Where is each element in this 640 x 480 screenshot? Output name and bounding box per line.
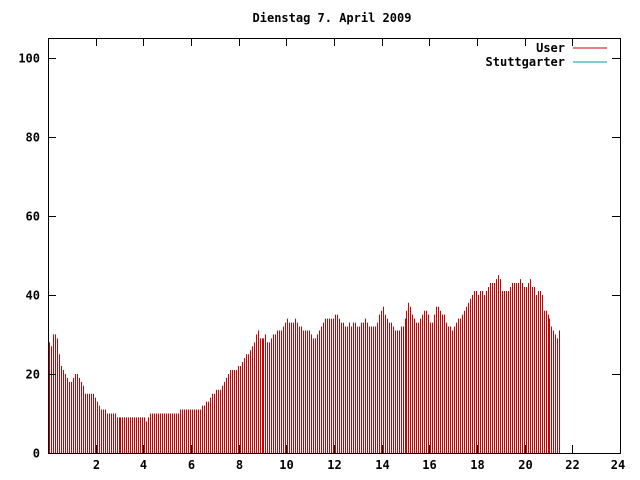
x-tick-label: 10 <box>279 458 293 472</box>
x-tick-label: 20 <box>518 458 532 472</box>
x-tick-label: 24 <box>611 458 625 472</box>
y-axis: 0 20 40 60 80 100 <box>18 52 620 461</box>
x-tick-label: 8 <box>236 458 243 472</box>
x-tick-label: 4 <box>140 458 147 472</box>
x-tick-label: 6 <box>188 458 195 472</box>
legend: User Stuttgarter <box>486 41 607 69</box>
y-tick-label: 0 <box>33 447 40 461</box>
x-tick-label: 14 <box>375 458 389 472</box>
y-tick-label: 40 <box>26 289 40 303</box>
y-tick-label: 80 <box>26 131 40 145</box>
x-axis: 2 4 6 8 10 12 14 16 18 20 22 24 <box>93 38 625 472</box>
y-tick-label: 60 <box>26 210 40 224</box>
legend-label-stuttgarter: Stuttgarter <box>486 55 565 69</box>
x-tick-label: 2 <box>93 458 100 472</box>
x-tick-label: 22 <box>565 458 579 472</box>
chart-title: Dienstag 7. April 2009 <box>253 11 412 25</box>
x-tick-label: 18 <box>470 458 484 472</box>
x-tick-label: 16 <box>422 458 436 472</box>
y-tick-label: 100 <box>18 52 40 66</box>
y-tick-label: 20 <box>26 368 40 382</box>
x-tick-label: 12 <box>327 458 341 472</box>
user-series <box>49 275 560 453</box>
legend-label-user: User <box>536 41 565 55</box>
